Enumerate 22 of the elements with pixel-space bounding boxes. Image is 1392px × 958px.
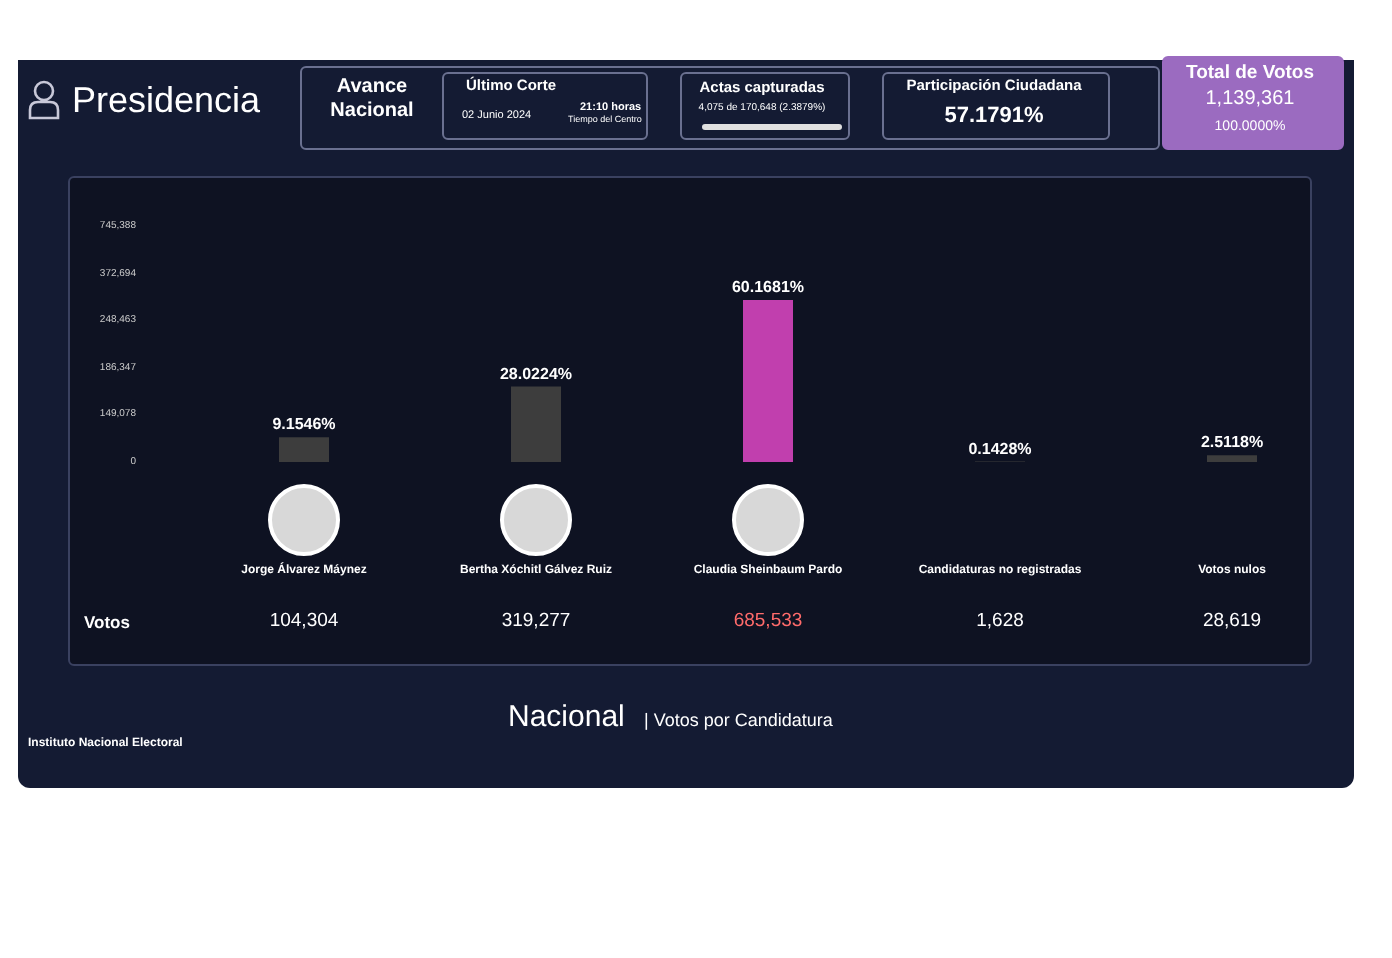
data-label: 0.1428%	[968, 439, 1032, 458]
text: 1,628	[976, 610, 1024, 632]
text: | Votos por Candidatura	[644, 710, 833, 730]
text: 104,304	[269, 610, 339, 632]
data-label: 60.1681%	[731, 278, 805, 296]
text: Nacional	[508, 700, 625, 734]
text: 319,277	[501, 610, 571, 632]
text: Total de Votos	[1185, 62, 1315, 84]
data-label: 28.0224%	[499, 364, 573, 383]
bar	[743, 300, 793, 462]
bar	[511, 386, 561, 462]
bar	[279, 437, 329, 462]
text: 28,619	[1202, 610, 1262, 632]
text: Votos	[84, 612, 130, 632]
text: 685,533	[733, 610, 803, 632]
bar	[1207, 455, 1257, 462]
text: 1,139,361	[1205, 88, 1295, 110]
data-label: 9.1546%	[272, 415, 336, 434]
chart-title: Presidencia	[72, 80, 261, 122]
text: Avance Nacional	[328, 76, 416, 124]
data-label: 2.5118%	[1200, 433, 1264, 452]
text: 57.1791%	[944, 104, 1044, 128]
